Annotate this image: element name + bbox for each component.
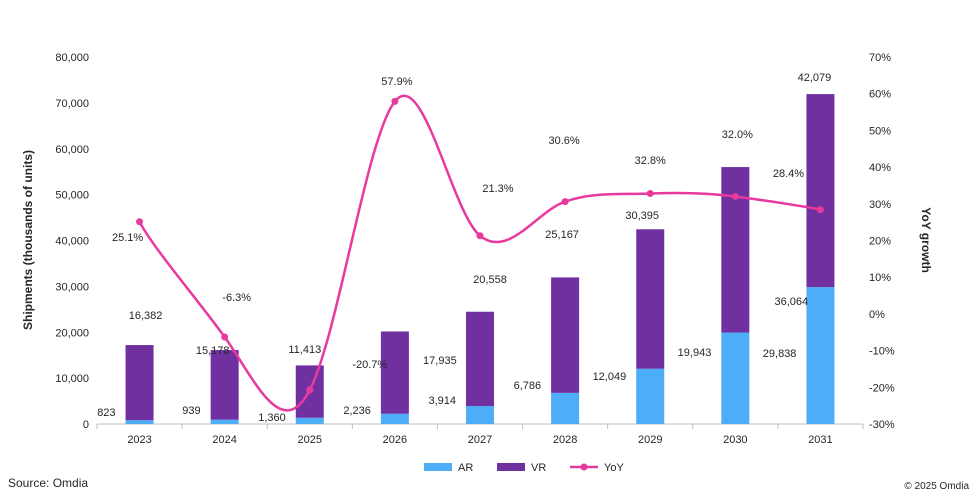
yoy-data-label: 21.3%	[482, 183, 513, 195]
y2-tick-label: 70%	[869, 52, 891, 64]
yoy-point	[731, 192, 739, 200]
x-tick-label: 2028	[553, 434, 577, 446]
x-tick-label: 2026	[383, 434, 407, 446]
x-tick-label: 2027	[468, 434, 492, 446]
y-tick-label: 30,000	[55, 281, 89, 293]
yoy-point	[646, 190, 654, 198]
y2-tick-label: -10%	[869, 346, 895, 358]
y2-tick-label: 0%	[869, 309, 885, 321]
bar-ar	[380, 413, 409, 424]
bar-ar	[721, 332, 750, 424]
copyright-note: © 2025 Omdia	[904, 481, 969, 492]
x-tick-label: 2029	[638, 434, 662, 446]
y2-tick-label: 30%	[869, 199, 891, 211]
vr-data-label: 15,178	[196, 345, 230, 357]
y2-tick-label: -20%	[869, 382, 895, 394]
y-tick-label: 40,000	[55, 236, 89, 248]
ar-data-label: 3,914	[428, 395, 456, 407]
x-tick-label: 2030	[723, 434, 747, 446]
source-note: Source: Omdia	[8, 476, 89, 490]
bar-vr	[125, 345, 154, 421]
ar-data-label: 939	[182, 405, 200, 417]
y-tick-label: 80,000	[55, 52, 89, 64]
yoy-data-label: 32.8%	[635, 155, 666, 167]
bar-ar	[466, 406, 494, 424]
yoy-point	[391, 97, 399, 105]
y-tick-label: 10,000	[55, 373, 89, 385]
vr-data-label: 20,558	[473, 274, 507, 286]
bar-ar	[295, 417, 324, 424]
bar-vr	[806, 94, 835, 288]
yoy-point	[561, 198, 569, 206]
y-tick-label: 50,000	[55, 190, 89, 202]
vr-data-label: 11,413	[288, 344, 321, 356]
y-tick-label: 0	[83, 419, 89, 431]
ar-data-label: 29,838	[763, 348, 797, 360]
legend-yoy-marker	[580, 463, 588, 471]
yoy-point	[476, 232, 484, 240]
yoy-point	[306, 386, 314, 394]
legend-vr-swatch	[497, 463, 525, 471]
bar-vr	[210, 350, 239, 420]
vr-data-label: 42,079	[798, 72, 832, 84]
vr-data-label: 30,395	[625, 210, 659, 222]
ar-data-label: 12,049	[593, 371, 627, 383]
y-tick-label: 70,000	[55, 98, 89, 110]
bar-vr	[721, 167, 750, 333]
y2-tick-label: 60%	[869, 89, 891, 101]
yoy-data-label: 28.4%	[773, 168, 804, 180]
bar-vr	[636, 229, 665, 369]
bar-ar	[551, 392, 580, 424]
yoy-data-label: 32.0%	[722, 129, 753, 141]
bar-ar	[125, 420, 154, 424]
y2-tick-label: 10%	[869, 272, 891, 284]
yoy-point	[221, 333, 229, 341]
bar-vr	[466, 311, 494, 407]
legend-ar-swatch	[424, 463, 452, 471]
vr-data-label: 17,935	[423, 355, 457, 367]
ar-data-label: 2,236	[343, 405, 371, 417]
legend-yoy-label: YoY	[604, 462, 624, 474]
legend-vr-label: VR	[531, 462, 546, 474]
ar-data-label: 823	[97, 407, 115, 419]
vr-data-label: 25,167	[545, 229, 579, 241]
yoy-data-label: 30.6%	[549, 135, 580, 147]
y-tick-label: 20,000	[55, 327, 89, 339]
yoy-data-label: -20.7%	[352, 359, 387, 371]
ar-data-label: 19,943	[678, 347, 712, 359]
yoy-line	[138, 94, 821, 412]
ar-data-label: 1,360	[258, 412, 286, 424]
bar-ar	[806, 287, 835, 424]
vr-data-label: 36,064	[775, 296, 809, 308]
y2-tick-label: 40%	[869, 162, 891, 174]
yoy-point	[816, 206, 824, 214]
yoy-data-label: -6.3%	[222, 292, 251, 304]
y2-axis-title: YoY growth	[919, 207, 933, 273]
bar-vr	[551, 277, 580, 393]
y-axis-title: Shipments (thousands of units)	[21, 150, 35, 330]
yoy-point	[136, 218, 144, 226]
bar-ar	[210, 419, 239, 424]
x-tick-label: 2024	[212, 434, 236, 446]
y2-tick-label: -30%	[869, 419, 895, 431]
legend-ar-label: AR	[458, 462, 473, 474]
bar-ar	[636, 368, 665, 424]
x-tick-label: 2023	[127, 434, 151, 446]
ar-data-label: 6,786	[514, 380, 542, 392]
x-tick-label: 2025	[298, 434, 322, 446]
vr-data-label: 16,382	[129, 310, 163, 322]
bar-vr	[380, 331, 409, 414]
y2-tick-label: 50%	[869, 125, 891, 137]
y-tick-label: 60,000	[55, 144, 89, 156]
yoy-data-label: 57.9%	[381, 76, 412, 88]
y2-tick-label: 20%	[869, 236, 891, 248]
x-tick-label: 2031	[808, 434, 832, 446]
yoy-data-label: 25.1%	[112, 232, 143, 244]
